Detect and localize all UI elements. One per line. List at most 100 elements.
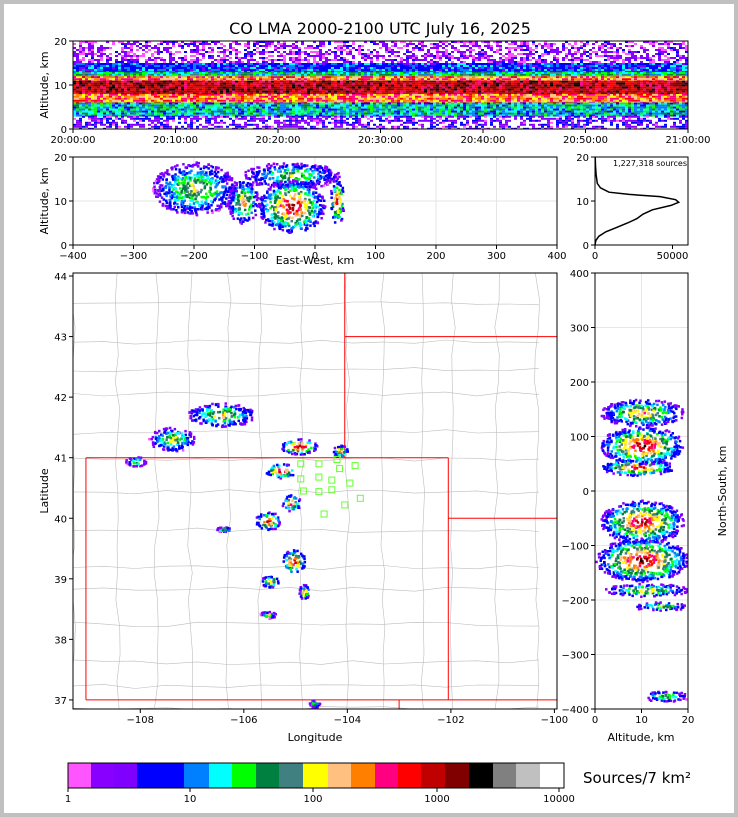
time-height-cell: [403, 76, 406, 79]
time-height-cell: [391, 49, 394, 51]
time-height-cell: [175, 51, 178, 53]
time-height-cell: [385, 43, 388, 45]
time-height-cell: [331, 82, 334, 85]
time-height-cell: [388, 106, 391, 109]
time-height-cell: [163, 82, 166, 85]
time-height-cell: [73, 117, 76, 120]
time-height-cell: [184, 59, 187, 61]
time-height-cell: [175, 114, 178, 117]
time-height-cell: [343, 106, 346, 109]
time-height-cell: [442, 43, 445, 45]
time-height-cell: [301, 65, 304, 67]
time-height-cell: [193, 110, 196, 113]
time-height-cell: [121, 119, 124, 122]
time-height-cell: [130, 108, 133, 111]
time-height-cell: [97, 99, 100, 102]
time-height-cell: [217, 95, 220, 98]
time-height-cell: [151, 95, 154, 98]
time-height-cell: [124, 95, 127, 98]
time-height-cell: [355, 95, 358, 98]
time-height-cell: [283, 69, 286, 71]
time-height-cell: [157, 65, 160, 67]
time-height-cell: [139, 67, 142, 69]
time-height-cell: [256, 114, 259, 117]
time-height-cell: [175, 90, 178, 93]
time-height-cell: [187, 114, 190, 117]
time-height-cell: [352, 71, 355, 74]
time-height-cell: [136, 80, 139, 83]
time-height-cell: [169, 92, 172, 95]
time-height-cell: [190, 88, 193, 91]
time-height-cell: [277, 102, 280, 105]
time-height-cell: [247, 63, 250, 65]
time-height-cell: [166, 49, 169, 51]
time-height-cell: [346, 53, 349, 55]
time-height-cell: [280, 108, 283, 111]
time-height-cell: [211, 55, 214, 57]
time-height-cell: [388, 114, 391, 117]
time-height-cell: [268, 84, 271, 87]
time-height-cell: [292, 71, 295, 74]
time-height-cell: [151, 90, 154, 93]
time-height-cell: [286, 63, 289, 65]
time-height-cell: [127, 106, 130, 109]
time-height-cell: [400, 73, 403, 76]
time-height-cell: [313, 59, 316, 61]
time-height-cell: [88, 47, 91, 49]
time-height-cell: [262, 45, 265, 47]
time-height-cell: [397, 93, 400, 96]
time-height-cell: [283, 59, 286, 61]
time-height-cell: [187, 45, 190, 47]
time-height-cell: [133, 80, 136, 83]
time-height-cell: [106, 92, 109, 95]
time-height-cell: [235, 97, 238, 100]
time-height-cell: [235, 49, 238, 51]
time-height-cell: [94, 67, 97, 69]
time-height-cell: [220, 61, 223, 63]
time-height-cell: [376, 97, 379, 100]
time-height-cell: [343, 73, 346, 76]
time-height-cell: [439, 69, 442, 71]
time-height-cell: [184, 115, 187, 118]
time-height-cell: [223, 65, 226, 67]
time-height-cell: [76, 123, 79, 126]
time-height-cell: [151, 114, 154, 117]
time-height-cell: [304, 95, 307, 98]
time-height-cell: [238, 110, 241, 113]
time-height-cell: [442, 119, 445, 122]
time-height-cell: [367, 99, 370, 102]
time-height-cell: [388, 59, 391, 61]
time-height-cell: [208, 84, 211, 87]
time-height-cell: [268, 45, 271, 47]
time-height-cell: [301, 110, 304, 113]
time-height-cell: [316, 63, 319, 65]
time-height-cell: [79, 59, 82, 61]
time-height-cell: [115, 108, 118, 111]
time-height-cell: [211, 127, 214, 129]
time-height-cell: [400, 80, 403, 83]
time-height-cell: [313, 114, 316, 117]
time-height-cell: [448, 69, 451, 71]
time-height-cell: [199, 102, 202, 105]
time-height-cell: [355, 84, 358, 87]
time-height-cell: [100, 117, 103, 120]
time-height-cell: [286, 110, 289, 113]
time-height-cell: [145, 43, 148, 45]
time-height-cell: [130, 84, 133, 87]
time-height-cell: [295, 61, 298, 63]
time-height-cell: [373, 55, 376, 57]
time-height-cell: [109, 82, 112, 85]
time-height-cell: [196, 78, 199, 81]
time-height-cell: [301, 43, 304, 45]
time-height-cell: [328, 82, 331, 85]
time-height-cell: [436, 45, 439, 47]
time-height-cell: [304, 86, 307, 89]
time-height-cell: [247, 55, 250, 57]
time-height-cell: [262, 51, 265, 53]
time-height-cell: [244, 82, 247, 85]
time-height-cell: [271, 95, 274, 98]
time-height-cell: [268, 102, 271, 105]
time-height-cell: [349, 102, 352, 105]
time-height-cell: [196, 112, 199, 115]
time-height-cell: [193, 84, 196, 87]
